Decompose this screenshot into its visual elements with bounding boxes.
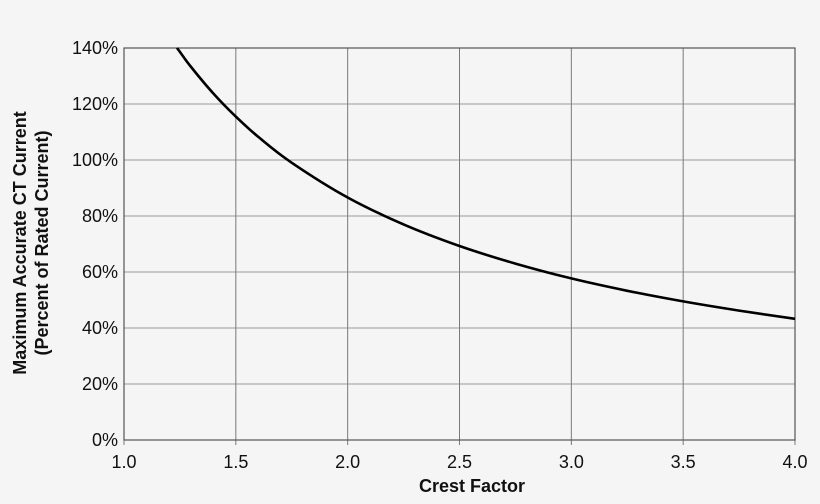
plot-area [123,47,796,441]
y-tick-label: 140% [72,38,118,58]
x-tick-label: 3.0 [559,452,584,472]
y-tick-label: 60% [82,262,118,282]
x-tick-label: 4.0 [782,452,807,472]
x-tick-label: 3.5 [671,452,696,472]
grid-lines [123,47,796,445]
x-tick-label: 1.0 [111,452,136,472]
x-axis-ticks: 1.0 1.5 2.0 2.5 3.0 3.5 4.0 [111,452,807,472]
x-tick-label: 2.5 [447,452,472,472]
y-axis-title-line2: (Percent of Rated Current) [32,130,52,355]
y-tick-label: 0% [92,430,118,450]
data-line [175,47,796,321]
y-tick-label: 40% [82,318,118,338]
y-tick-label: 20% [82,374,118,394]
x-axis-title: Crest Factor [419,476,525,496]
y-tick-label: 120% [72,94,118,114]
y-axis-title-line1: Maximum Accurate CT Current [10,111,30,374]
y-tick-label: 80% [82,206,118,226]
y-tick-label: 100% [72,150,118,170]
y-axis-ticks: 0% 20% 40% 60% 80% 100% 120% 140% [72,38,118,450]
x-tick-label: 1.5 [223,452,248,472]
x-tick-label: 2.0 [335,452,360,472]
